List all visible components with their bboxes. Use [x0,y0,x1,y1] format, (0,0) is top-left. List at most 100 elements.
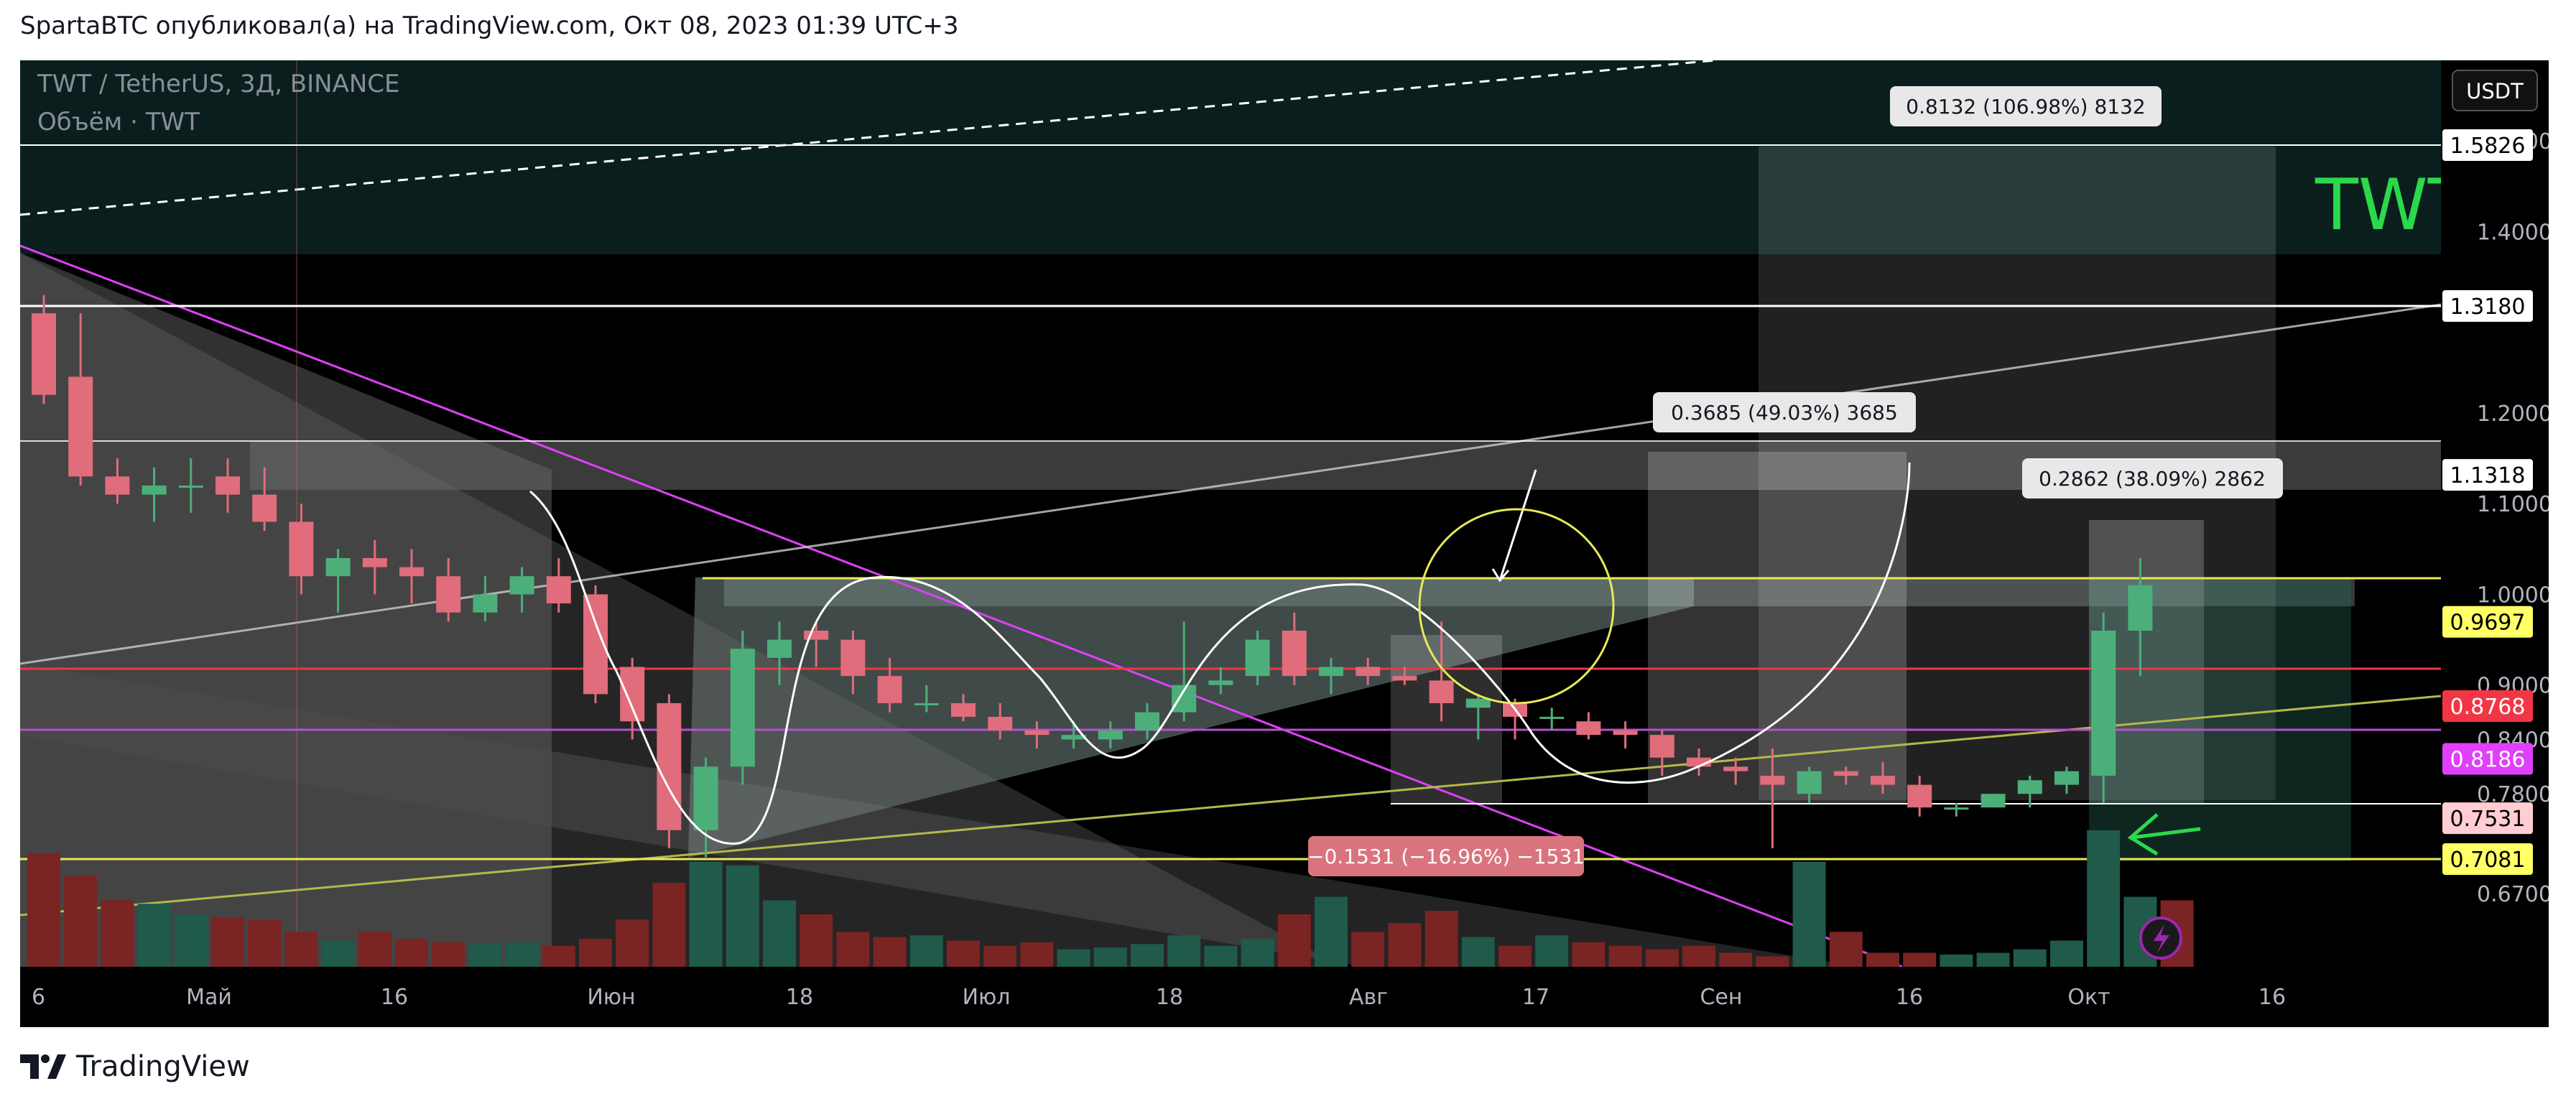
price-tag: 0.7531 [2442,802,2533,835]
candle [32,294,56,404]
descending-trendline [20,244,1903,968]
candle [914,685,939,713]
volume-bar [1608,945,1642,967]
volume-bar [1903,952,1937,967]
volume-bar [836,932,870,967]
volume-bar [1020,942,1054,967]
candle [1576,712,1601,740]
measure-box-down [1391,635,1502,804]
price-tag: 0.8186 [2442,743,2533,775]
volume-bar [1204,945,1238,967]
lightning-icon[interactable] [2139,917,2182,960]
pointer-arrow [1498,469,1537,581]
svg-text:0.3685 (49.03%) 3685: 0.3685 (49.03%) 3685 [1671,401,1898,425]
time-tick-label: 16 [2258,985,2286,1010]
candle [1723,757,1748,785]
svg-text:0.8186: 0.8186 [2450,747,2526,772]
volume-bar [726,865,759,967]
volume-bar [2013,949,2047,967]
volume-bar [1719,952,1753,967]
price-tick-label: 1.0000 [2477,583,2549,608]
time-tick-label: Авг [1349,985,1388,1010]
price-tag: 0.9697 [2442,606,2533,638]
svg-text:1.3180: 1.3180 [2450,294,2526,320]
currency-button[interactable]: USDT [2452,70,2538,111]
falling-wedge [20,253,1342,967]
candle [1871,762,1895,794]
volume-bar [542,945,575,967]
volume-bar [1388,923,1422,967]
candle [68,313,93,486]
volume-bars [27,830,2194,967]
price-tag: 0.8768 [2442,690,2533,723]
candle [840,630,866,695]
candle [1356,657,1381,685]
volume-bar [1792,861,1826,967]
candle [252,467,277,532]
candle [1098,721,1123,749]
candle [1392,667,1417,685]
candle [362,539,387,595]
highlight-circle [1418,508,1615,705]
candle [951,694,976,722]
candle [730,630,755,785]
time-axis-ticks: 6 Май 16 Июн 18 Июл 18 Авг 17 Сен 16 Окт 16 [32,985,2286,1010]
candle [2054,766,2079,794]
volume-bar [1424,911,1458,967]
candle [1245,630,1270,685]
svg-text:1.5826: 1.5826 [2450,134,2526,159]
volume-bar [1940,954,1973,967]
publish-info: SpartaBTC опубликовал(а) на TradingView.… [20,11,959,40]
volume-bar [1829,932,1863,967]
volume-bar [505,942,539,967]
candle [1135,702,1159,740]
time-axis[interactable] [20,967,2549,1027]
candle [657,694,682,848]
volume-bar [1241,939,1274,967]
candle [399,549,424,604]
price-tick-label: 1.1000 [2477,492,2549,517]
measure-label-mid: 0.3685 (49.03%) 3685 [1653,392,1916,432]
time-tick-label: Сен [1700,985,1742,1010]
ascending-trendline [20,303,2442,665]
candle [509,567,534,613]
volume-bar [137,904,171,967]
volume-bar [1277,914,1311,967]
svg-text:0.2862 (38.09%) 2862: 0.2862 (38.09%) 2862 [2039,467,2266,491]
footer-brand[interactable]: TradingView [20,1049,250,1085]
tradingview-brand-text: TradingView [76,1050,250,1083]
candle [1172,621,1197,722]
volume-bar [1498,945,1532,967]
measure-label-right: 0.2862 (38.09%) 2862 [2022,458,2283,498]
candle [1944,802,1969,817]
candle [1319,657,1343,695]
candle [546,557,571,613]
green-arrow-head [2127,813,2159,856]
candle [1061,721,1086,749]
wedge-triangle [20,664,1859,967]
candle [2017,775,2042,808]
volume-bar [1057,949,1090,967]
price-tag: 0.7081 [2442,843,2533,875]
volume-bar [211,917,244,967]
chart-svg[interactable]: TWT TWT / TetherUS, 3Д, BINANCE Объём · … [20,60,2549,1027]
time-tick-label: Июл [963,985,1011,1010]
svg-text:0.7081: 0.7081 [2450,848,2526,873]
volume-bar [763,900,796,967]
volume-bar [358,932,392,967]
svg-text:0.9697: 0.9697 [2450,611,2526,636]
price-tick-label: 1.4000 [2477,220,2549,245]
svg-text:1.1318: 1.1318 [2450,463,2526,488]
measure-label-top: 0.8132 (106.98%) 8132 [1890,86,2162,126]
support-trendline [20,695,2442,917]
volume-bar [27,853,60,967]
time-tick-label: Июн [587,985,635,1010]
chart-panel[interactable]: TWT TWT / TetherUS, 3Д, BINANCE Объём · … [20,60,2549,1027]
price-tag: 1.5826 [2442,129,2533,161]
volume-bar [1682,945,1715,967]
volume-bar [2087,830,2121,967]
volume-bar [616,919,649,967]
volume-bar [174,914,208,967]
volume-title: Объём · TWT [37,108,200,136]
candle [1282,612,1307,685]
